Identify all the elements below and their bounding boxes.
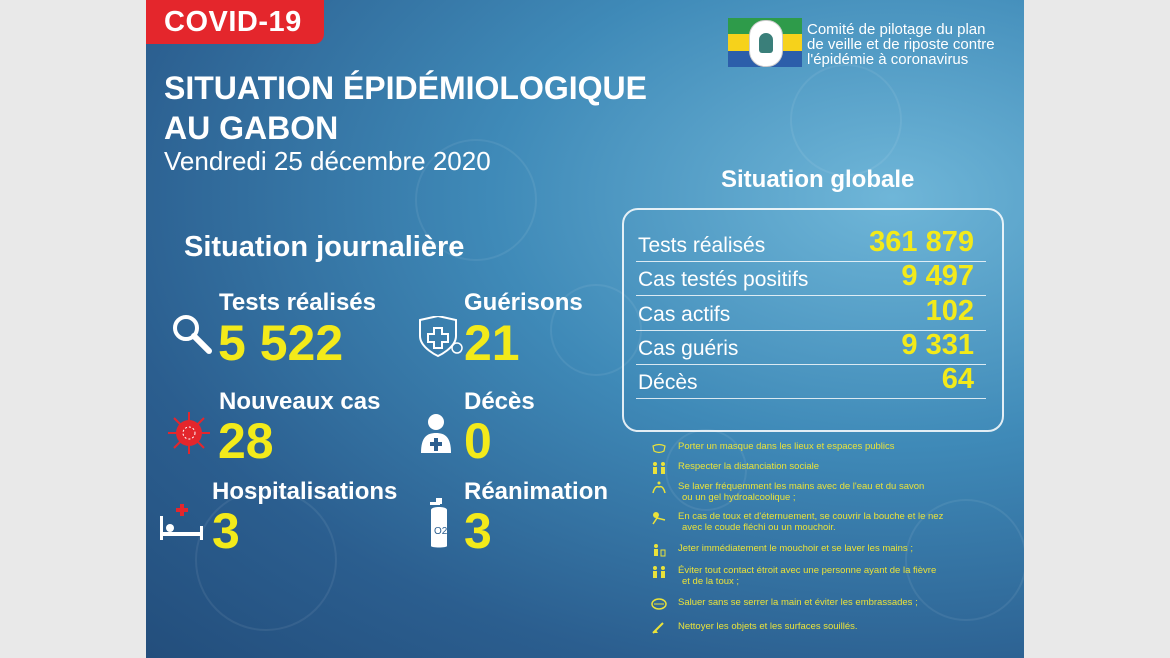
committee-name: Comité de pilotage du plan de veille et … (807, 21, 995, 68)
handwash-icon (652, 481, 666, 494)
person-cross-icon (421, 414, 451, 453)
global-section-heading: Situation globale (721, 166, 915, 193)
no-handshake-icon (651, 598, 667, 610)
background-virus-pattern (195, 64, 1024, 631)
svg-text:O2: O2 (434, 526, 448, 537)
daily-hospitalisations-value: 3 (212, 503, 240, 559)
shield-cross-icon (419, 316, 463, 358)
daily-tests-label: Tests réalisés (219, 289, 376, 316)
daily-recoveries-value: 21 (464, 315, 520, 371)
mask-icon (652, 443, 666, 454)
global-row-recovered: Cas guéris 9 331 (636, 329, 986, 365)
covid-badge-label: COVID-19 (164, 6, 302, 38)
magnifier-icon (173, 315, 212, 354)
daily-section-heading: Situation journalière (184, 231, 465, 263)
page-title: SITUATION ÉPIDÉMIOLOGIQUE AU GABON (164, 70, 647, 146)
daily-deaths-label: Décès (464, 388, 535, 415)
hospital-bed-icon (160, 504, 203, 540)
infographic-panel: COVID-19 Comité de pilotage du plan de v… (146, 0, 1024, 658)
daily-new-cases-label: Nouveaux cas (219, 388, 381, 415)
oxygen-tank-icon: O2 (430, 498, 448, 548)
coat-of-arms-icon (749, 20, 783, 67)
tissue-icon (654, 544, 666, 557)
daily-tests-value: 5 522 (218, 315, 344, 371)
global-stats-box (622, 208, 1004, 432)
virus-icon (168, 412, 210, 454)
daily-icu-label: Réanimation (464, 478, 609, 505)
distance-icon (653, 462, 665, 474)
daily-new-cases-value: 28 (218, 413, 274, 469)
daily-deaths-value: 0 (464, 413, 492, 469)
daily-recoveries-label: Guérisons (464, 289, 583, 316)
global-row-deaths: Décès 64 (636, 363, 986, 399)
covid-badge: COVID-19 (146, 0, 324, 44)
global-row-active: Cas actifs 102 (636, 295, 986, 331)
gabon-flag-logo (728, 18, 802, 67)
cleaning-icon (652, 622, 664, 634)
daily-hospitalisations-label: Hospitalisations (212, 478, 398, 505)
global-row-tests: Tests réalisés 361 879 (636, 226, 986, 262)
global-row-positive: Cas testés positifs 9 497 (636, 260, 986, 296)
daily-icu-value: 3 (464, 503, 492, 559)
avoid-contact-icon (653, 566, 665, 578)
cough-icon (652, 512, 666, 525)
report-date: Vendredi 25 décembre 2020 (164, 146, 491, 176)
